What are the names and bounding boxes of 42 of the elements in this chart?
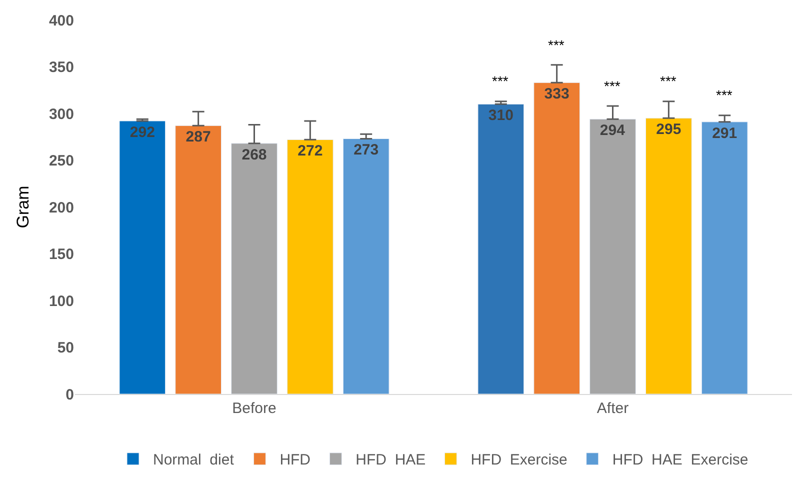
data-label: 268 bbox=[242, 146, 267, 164]
x-tick-label: After bbox=[596, 400, 629, 417]
bar bbox=[342, 138, 390, 394]
y-tick-label: 0 bbox=[66, 386, 74, 404]
y-tick-label: 100 bbox=[48, 292, 74, 310]
bar bbox=[119, 120, 166, 394]
bar bbox=[701, 122, 748, 394]
data-label: 310 bbox=[488, 107, 514, 124]
bar bbox=[478, 104, 524, 394]
data-label: 292 bbox=[130, 124, 155, 141]
bar bbox=[287, 139, 334, 394]
data-label: 272 bbox=[298, 142, 323, 160]
y-tick-label: 250 bbox=[48, 152, 74, 170]
y-tick-label: 150 bbox=[48, 246, 74, 263]
annotation: *** bbox=[604, 78, 621, 94]
bar bbox=[175, 125, 222, 394]
legend-label: HFD HAE Exercise bbox=[612, 452, 748, 469]
data-label: 294 bbox=[600, 122, 626, 140]
x-tick-label: Before bbox=[232, 400, 276, 417]
legend-label: HFD bbox=[280, 452, 311, 469]
legend-label: Normal diet bbox=[153, 452, 235, 469]
annotation: *** bbox=[660, 73, 677, 89]
y-tick-label: 50 bbox=[57, 340, 74, 356]
annotation: *** bbox=[716, 87, 733, 103]
bar bbox=[231, 143, 278, 394]
bar bbox=[590, 118, 636, 394]
bar bbox=[534, 82, 580, 394]
bar bbox=[646, 118, 692, 394]
data-label: 287 bbox=[186, 128, 211, 146]
legend-label: HFD Exercise bbox=[470, 452, 568, 469]
data-label: 295 bbox=[656, 121, 682, 138]
data-label: 291 bbox=[712, 124, 738, 142]
y-tick-label: 300 bbox=[48, 106, 74, 123]
y-tick-label: 200 bbox=[48, 199, 74, 216]
annotation: *** bbox=[548, 37, 565, 53]
legend-label: HFD HAE bbox=[356, 452, 426, 469]
y-axis-title: Gram bbox=[14, 186, 33, 228]
annotation: *** bbox=[492, 73, 509, 89]
data-label: 333 bbox=[544, 86, 570, 103]
y-tick-label: 400 bbox=[48, 12, 74, 30]
data-label: 273 bbox=[354, 142, 379, 159]
y-tick-label: 350 bbox=[48, 59, 74, 76]
